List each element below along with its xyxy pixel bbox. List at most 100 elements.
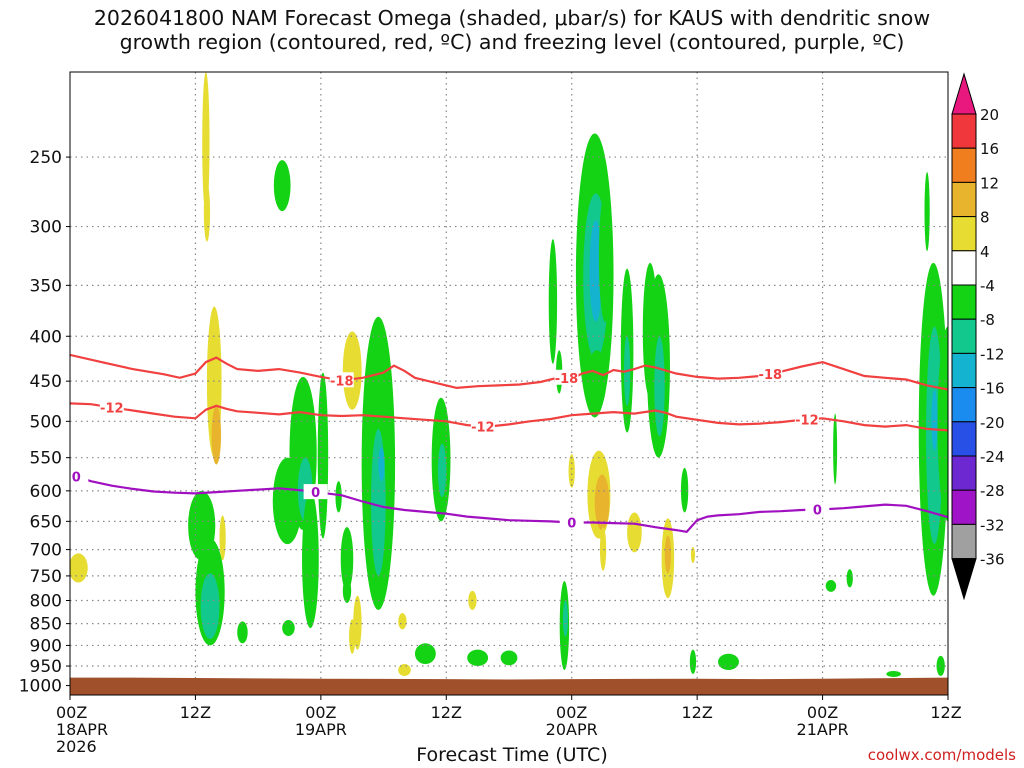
colorbar-cell	[951, 455, 977, 491]
colorbar-label: 12	[980, 174, 999, 192]
colorbar-label: -28	[980, 482, 1005, 500]
omega-region-37	[589, 220, 603, 322]
contour-label-bg	[70, 468, 89, 484]
colorbar-cell	[951, 147, 977, 183]
omega-region-18	[340, 527, 354, 591]
x-tick-label: 00Z	[56, 703, 87, 722]
watermark: coolwx.com/models	[867, 746, 1016, 764]
chart-title: 2026041800 NAM Forecast Omega (shaded, μ…	[0, 6, 1024, 54]
contour-label-0: 0	[567, 517, 576, 532]
colorbar-cell	[951, 387, 977, 423]
colorbar-cell	[951, 421, 977, 457]
y-tick-label-1000: 1000	[19, 677, 62, 697]
colorbar-label: 20	[980, 106, 999, 124]
colorbar-label: -12	[980, 345, 1005, 363]
colorbar-cell	[951, 113, 977, 149]
contour-line--18	[70, 353, 948, 391]
omega-region-40	[568, 454, 575, 488]
omega-region-62	[886, 670, 901, 677]
ground-terrain	[70, 677, 948, 695]
contour-line--12	[70, 402, 948, 432]
omega-region-26	[398, 613, 407, 630]
omega-region-67	[931, 389, 938, 451]
colorbar-label: -24	[980, 448, 1005, 466]
y-tick-label-250: 250	[30, 148, 62, 168]
y-tick-label-700: 700	[30, 541, 62, 561]
omega-region-21	[353, 595, 362, 650]
contour-line-0	[70, 473, 948, 533]
omega-region-23	[371, 428, 386, 576]
chart-title-line-2: growth region (contoured, red, ºC) and f…	[119, 30, 905, 54]
colorbar-cell	[951, 523, 977, 560]
contour-label--18: -18	[759, 368, 783, 383]
omega-region-25	[349, 619, 356, 654]
omega-region-63	[924, 172, 930, 252]
y-tick-label-500: 500	[30, 412, 62, 432]
contour-layer: -18 -18 -18 -12 -12 -12 0 0 0 0	[70, 353, 948, 533]
omega-region-19	[342, 578, 352, 603]
contour-label-0: 0	[813, 504, 822, 519]
x-tick-label: 20APR	[546, 720, 598, 739]
colorbar-cell	[951, 181, 977, 218]
omega-region-8	[200, 573, 220, 640]
contour-label-bg	[794, 411, 819, 427]
colorbar-cell	[951, 250, 977, 286]
y-tick-label-300: 300	[30, 218, 62, 238]
colorbar-cell	[951, 284, 977, 320]
colorbar-label: -4	[980, 277, 995, 295]
colorbar-cell	[951, 352, 977, 389]
omega-region-38	[598, 193, 612, 322]
omega-region-1	[202, 72, 210, 214]
contour-label-bg	[559, 514, 584, 530]
omega-region-4	[211, 405, 222, 465]
y-tick-label-800: 800	[30, 592, 62, 612]
contour-label-bg	[758, 365, 783, 381]
y-tick-label-550: 550	[30, 449, 62, 469]
omega-region-29	[437, 443, 447, 498]
contour-label-bg	[99, 399, 124, 415]
omega-region-17	[335, 481, 342, 513]
x-tick-label: 00Z	[807, 703, 838, 722]
contour-label--12: -12	[795, 413, 819, 428]
omega-region-27	[414, 643, 436, 665]
y-tick-label-600: 600	[30, 482, 62, 502]
contour-label-bg	[805, 501, 830, 517]
colorbar-cell	[951, 318, 977, 354]
y-tick-label-850: 850	[30, 615, 62, 635]
contour-label-bg	[554, 369, 579, 385]
x-tick-label: 12Z	[180, 703, 211, 722]
colorbar-label: -20	[980, 414, 1005, 432]
colorbar-cell	[951, 489, 977, 525]
plot-frame	[69, 71, 949, 696]
colorbar-label: 8	[980, 209, 990, 227]
colorbar-label: -32	[980, 516, 1005, 534]
omega-region-64	[936, 655, 945, 676]
x-tick-label: 12Z	[431, 703, 462, 722]
omega-region-42	[594, 474, 610, 531]
x-tick-label: 00Z	[305, 703, 336, 722]
x-axis-title: Forecast Time (UTC)	[416, 744, 608, 766]
omega-region-55	[562, 600, 569, 637]
y-tick-label-400: 400	[30, 327, 62, 347]
colorbar-label: -8	[980, 311, 995, 329]
colorbar-label: 4	[980, 243, 990, 261]
omega-region-30	[398, 664, 411, 676]
colorbar-label: -16	[980, 380, 1005, 398]
omega-region-39	[587, 350, 607, 410]
omega-region-60	[825, 579, 837, 592]
omega-region-52	[680, 467, 689, 513]
colorbar-cell	[951, 72, 977, 115]
omega-region-61	[846, 569, 853, 588]
colorbar-cell	[951, 216, 977, 252]
colorbar-label: -36	[980, 551, 1005, 569]
x-tick-label: 19APR	[295, 720, 347, 739]
contour-label--18: -18	[330, 374, 354, 389]
omega-region-49	[627, 512, 642, 553]
colorbar-label: 16	[980, 140, 999, 158]
omega-region-58	[500, 650, 518, 666]
omega-region-33	[548, 239, 558, 364]
contour-label-0: 0	[72, 471, 81, 486]
omega-region-24	[378, 447, 385, 482]
y-tick-label-750: 750	[30, 567, 62, 587]
